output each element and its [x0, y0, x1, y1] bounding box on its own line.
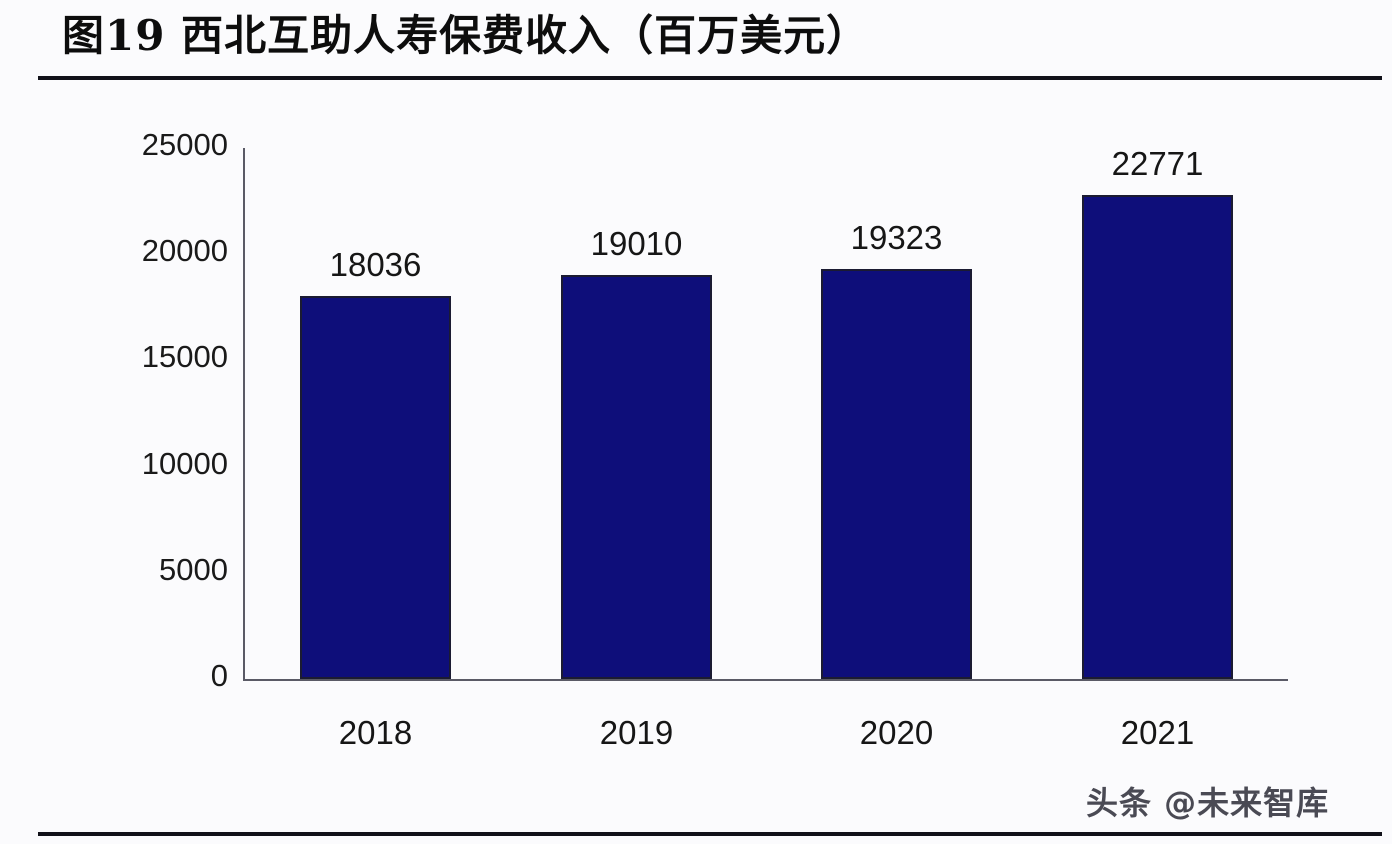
x-tick-label: 2019: [599, 714, 674, 751]
x-axis-line: [243, 679, 1288, 681]
title-divider: [38, 76, 1382, 80]
y-tick-label: 25000: [141, 127, 228, 162]
bottom-divider: [38, 832, 1382, 836]
bar-value-label: 18036: [329, 246, 422, 283]
y-tick-label: 20000: [141, 233, 228, 269]
bar: [821, 269, 972, 679]
figure-title: 图19 西北互助人寿保费收入（百万美元）: [62, 11, 870, 60]
y-axis-tick-labels: 0 5000 10000 15000 20000 25000: [108, 0, 228, 844]
watermark: 头条 @未来智库: [1086, 784, 1330, 822]
bar: [300, 296, 451, 679]
x-tick-label: 2020: [859, 714, 934, 751]
y-tick-label: 15000: [141, 339, 228, 375]
bar-value-label: 19323: [850, 219, 943, 256]
y-tick-label: 5000: [159, 551, 228, 587]
y-axis-line: [243, 148, 245, 681]
y-tick-label: 0: [210, 658, 228, 693]
bar: [1082, 195, 1233, 679]
bar: [561, 275, 712, 679]
bar-value-label: 22771: [1111, 145, 1204, 182]
x-tick-label: 2021: [1120, 714, 1195, 751]
y-tick-label: 10000: [141, 445, 228, 481]
x-tick-label: 2018: [338, 714, 413, 751]
bar-value-label: 19010: [590, 225, 683, 262]
